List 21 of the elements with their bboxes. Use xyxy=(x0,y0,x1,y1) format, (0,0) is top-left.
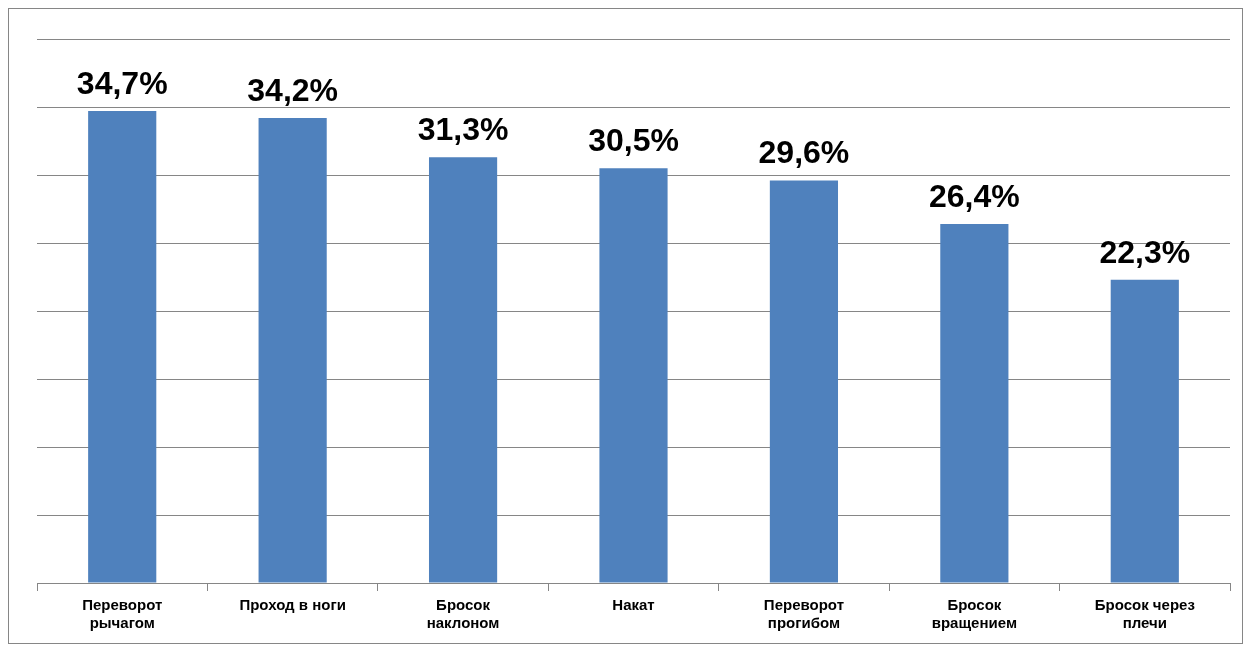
x-tick-label: Бросок вращением xyxy=(931,596,1017,632)
bar xyxy=(599,168,668,583)
data-label: 26,4% xyxy=(928,177,1020,214)
x-tick-label: Переворот рычагом xyxy=(82,596,163,632)
data-label: 31,3% xyxy=(417,111,509,148)
x-tick-label: Бросок через плечи xyxy=(1094,596,1195,632)
data-label: 22,3% xyxy=(1099,233,1191,270)
data-label: 29,6% xyxy=(758,134,850,171)
x-tick-label: Накат xyxy=(612,596,655,614)
x-tick-label: Переворот прогибом xyxy=(763,596,844,632)
bar xyxy=(428,157,498,583)
bar xyxy=(258,117,327,583)
bar xyxy=(88,111,157,583)
bar xyxy=(769,180,839,583)
x-tick-label: Бросок наклоном xyxy=(426,596,500,632)
x-tick-label: Проход в ноги xyxy=(239,596,346,614)
data-label: 30,5% xyxy=(588,122,679,159)
bar xyxy=(1110,279,1179,583)
bar xyxy=(940,223,1009,583)
data-label: 34,7% xyxy=(76,64,168,101)
data-label: 34,2% xyxy=(247,71,339,108)
